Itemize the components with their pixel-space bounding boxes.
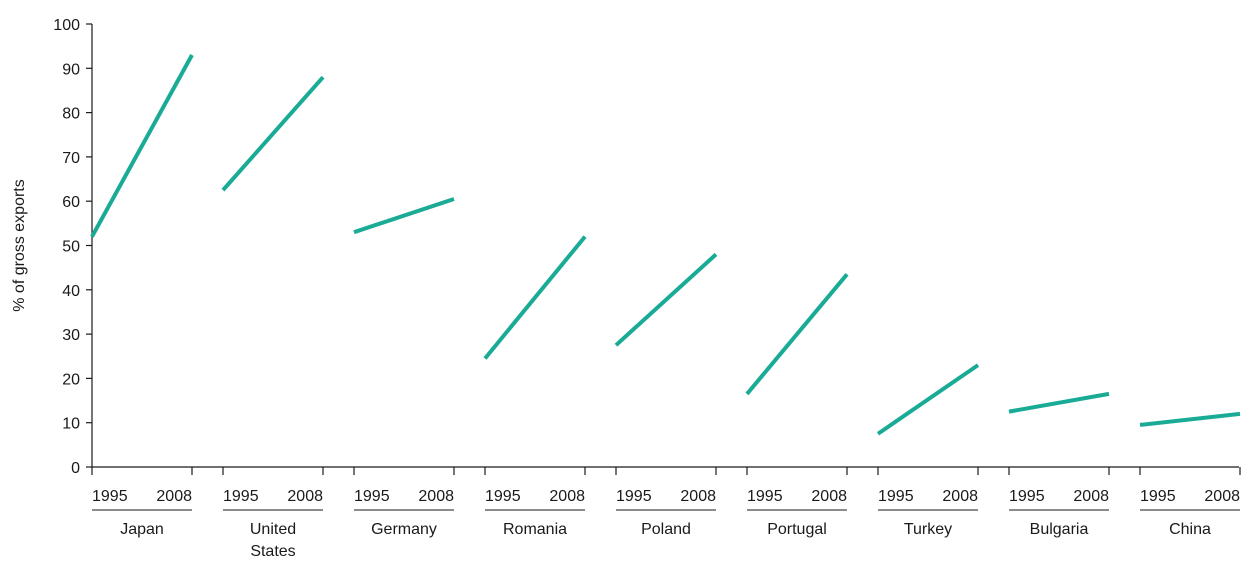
series-line-poland — [614, 252, 718, 347]
series-line-portugal — [745, 273, 849, 396]
series-line-germany — [353, 197, 455, 235]
year-label: 1995 — [485, 488, 521, 505]
year-label: 1995 — [1009, 488, 1045, 505]
year-label: 2008 — [549, 488, 585, 505]
series-line-turkey — [876, 363, 980, 436]
country-label: Poland — [641, 521, 691, 538]
y-tick-label: 100 — [53, 17, 80, 34]
country-label: China — [1169, 521, 1211, 538]
country-label: Japan — [120, 521, 164, 538]
series-lines — [90, 54, 1241, 436]
country-label: Portugal — [767, 521, 827, 538]
year-label: 1995 — [616, 488, 652, 505]
country-label: Romania — [503, 521, 567, 538]
year-label: 2008 — [1073, 488, 1109, 505]
y-tick-label: 20 — [62, 371, 80, 388]
year-label: 1995 — [1140, 488, 1176, 505]
country-label: Turkey — [904, 521, 952, 538]
year-label: 2008 — [287, 488, 323, 505]
x-axis: 1995 2008 Japan 1995 2008 United States 1995 200… — [91, 466, 1241, 560]
y-tick-label: 0 — [71, 460, 80, 477]
year-label: 2008 — [1204, 488, 1240, 505]
country-label: United States — [250, 521, 296, 560]
series-line-bulgaria — [1008, 391, 1110, 414]
country-label: Germany — [371, 521, 437, 538]
y-axis-title: % of gross exports — [11, 179, 28, 312]
year-label: 1995 — [223, 488, 259, 505]
year-label: 1995 — [92, 488, 128, 505]
year-label: 2008 — [418, 488, 454, 505]
y-tick-label: 70 — [62, 150, 80, 167]
year-label: 1995 — [878, 488, 914, 505]
series-line-china — [1139, 411, 1241, 427]
series-line-romania — [483, 235, 587, 360]
y-tick-label: 30 — [62, 327, 80, 344]
y-tick-label: 90 — [62, 61, 80, 78]
y-tick-label: 50 — [62, 239, 80, 256]
y-axis: 0 10 20 30 40 50 60 70 80 90 100 — [53, 17, 93, 477]
y-tick-label: 60 — [62, 194, 80, 211]
y-tick-label: 40 — [62, 283, 80, 300]
year-label: 1995 — [354, 488, 390, 505]
year-label: 2008 — [680, 488, 716, 505]
year-label: 2008 — [811, 488, 847, 505]
y-tick-label: 10 — [62, 416, 80, 433]
year-label: 2008 — [942, 488, 978, 505]
country-label: Bulgaria — [1030, 521, 1089, 538]
year-label: 2008 — [156, 488, 192, 505]
y-tick-label: 80 — [62, 106, 80, 123]
series-line-united-states — [221, 75, 325, 192]
year-label: 1995 — [747, 488, 783, 505]
series-line-japan — [90, 54, 194, 238]
